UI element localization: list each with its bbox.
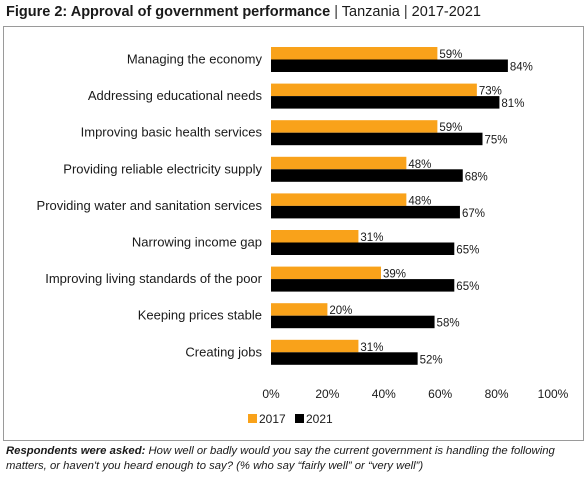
bar-2021 [271, 242, 455, 255]
bar-2021 [271, 169, 463, 182]
data-label-2021: 84% [510, 62, 533, 74]
data-label-2017: 20% [329, 305, 352, 317]
data-label-2017: 59% [439, 122, 462, 134]
x-tick-label: 0% [262, 387, 280, 401]
x-tick-label: 40% [372, 387, 396, 401]
data-label-2021: 68% [465, 171, 488, 183]
category-label: Creating jobs [185, 344, 262, 359]
bar-2017 [271, 230, 359, 243]
category-label: Providing water and sanitation services [37, 198, 263, 213]
bar-2021 [271, 132, 483, 146]
bar-2017 [271, 303, 328, 316]
bar-2021 [271, 352, 418, 365]
data-label-2021: 65% [456, 281, 479, 293]
legend-label-2017: 2017 [259, 412, 286, 426]
bar-2021 [271, 315, 435, 329]
category-label: Keeping prices stable [138, 308, 262, 323]
bar-2021 [271, 279, 455, 292]
data-label-2021: 67% [462, 208, 485, 220]
chart-frame [3, 26, 584, 441]
figure-title-country: Tanzania [341, 4, 400, 20]
data-label-2021: 58% [437, 318, 460, 330]
category-label: Managing the economy [127, 52, 263, 67]
footnote-label: Respondents were asked: [6, 445, 146, 457]
title-separator: | [334, 4, 338, 20]
x-tick-label: 100% [538, 387, 569, 401]
bar-2021 [271, 205, 460, 219]
bar-2017 [271, 339, 359, 353]
bar-2017 [271, 266, 381, 280]
category-label: Addressing educational needs [88, 88, 263, 103]
category-label: Improving basic health services [81, 125, 263, 140]
footnote: Respondents were asked: How well or badl… [6, 444, 584, 474]
title-separator: | [403, 4, 408, 20]
data-label-2017: 59% [439, 49, 462, 61]
data-label-2021: 65% [456, 245, 479, 257]
data-label-2021: 52% [420, 354, 443, 366]
data-label-2021: 75% [485, 135, 508, 147]
category-label: Narrowing income gap [132, 235, 262, 250]
bar-2017 [271, 83, 477, 97]
legend-label-2021: 2021 [306, 412, 333, 426]
legend-swatch-2017 [248, 414, 257, 423]
bar-2017 [271, 156, 407, 170]
footnote-text: How well or badly would you say the curr… [6, 445, 555, 472]
figure-title-years: 2017-2021 [411, 4, 481, 20]
bar-2017 [271, 47, 438, 60]
x-tick-label: 60% [428, 387, 452, 401]
data-label-2017: 48% [408, 195, 431, 207]
data-label-2021: 81% [501, 98, 524, 110]
bar-2021 [271, 59, 508, 72]
data-label-2017: 73% [479, 86, 502, 98]
figure-title: Figure 2: Approval of government perform… [6, 4, 481, 20]
data-label-2017: 31% [360, 342, 383, 354]
bar-2021 [271, 96, 500, 109]
category-label: Providing reliable electricity supply [63, 161, 262, 176]
data-label-2017: 48% [408, 159, 431, 171]
bar-2017 [271, 193, 407, 206]
x-tick-label: 80% [485, 387, 509, 401]
category-label: Improving living standards of the poor [45, 271, 262, 286]
data-label-2017: 31% [360, 232, 383, 244]
data-label-2017: 39% [383, 269, 406, 281]
figure-title-main: Figure 2: Approval of government perform… [6, 4, 331, 20]
x-tick-label: 20% [315, 387, 339, 401]
legend-swatch-2021 [295, 414, 304, 423]
bar-2017 [271, 120, 438, 133]
